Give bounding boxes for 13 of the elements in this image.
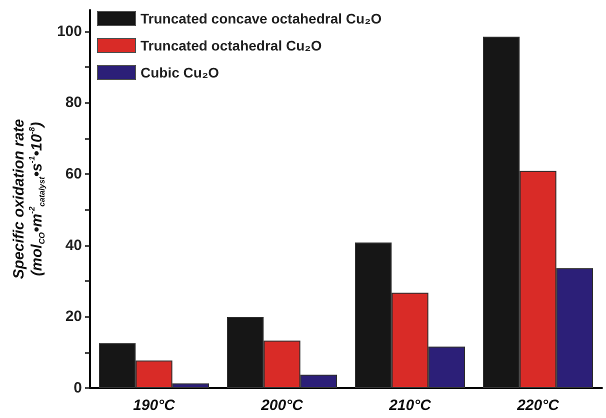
x-tick-label: 220°C [516,397,560,414]
y-tick-label: 0 [74,380,82,396]
legend-label: Truncated octahedral Cu₂O [140,38,322,54]
legend-label: Cubic Cu₂O [140,64,220,80]
y-tick-label: 40 [65,236,82,254]
legend-label: Truncated concave octahedral Cu₂O [140,10,382,26]
x-tick-label: 200°C [260,397,304,414]
y-tick-label: 20 [65,308,82,326]
y-tick-label: 60 [65,166,82,183]
x-tick-label: 190°C [133,397,176,414]
y-tick-label: 80 [65,94,82,112]
y-tick-label: 100 [56,22,82,40]
x-tick-label: 210°C [388,397,432,414]
